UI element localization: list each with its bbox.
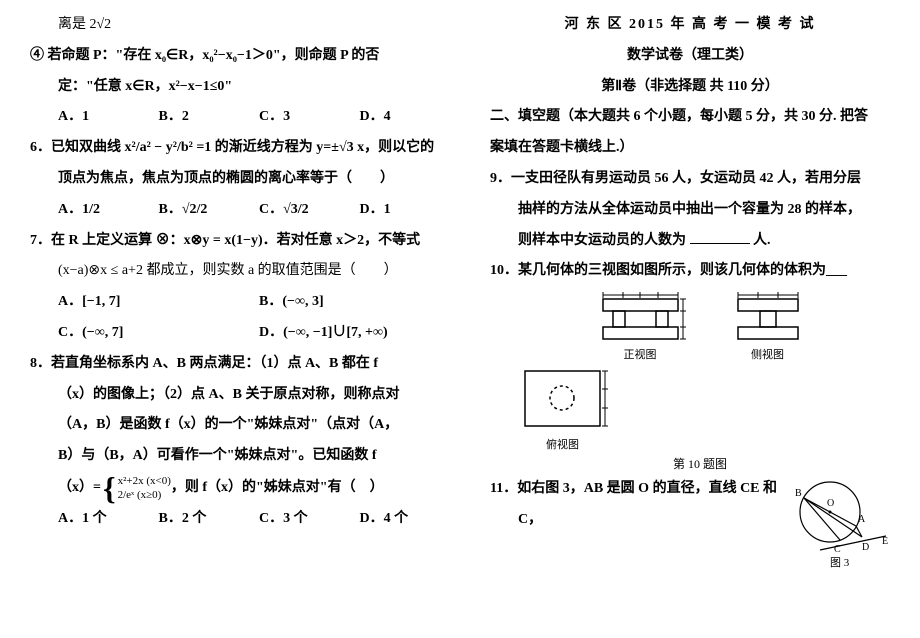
side-view-svg (728, 291, 808, 346)
case1: x²+2x (x<0) (118, 474, 171, 488)
pt-o: O (827, 498, 834, 509)
q8e-post: ，则 f（x）的"姊妹点对"有（ ） (171, 473, 384, 504)
q8-line4: B）与（B，A）可看作一个"姊妹点对"。已知函数 f (30, 441, 460, 472)
q9c-post: 人. (753, 233, 771, 248)
q4-options: A．1 B．2 C．3 D．4 (30, 102, 460, 133)
top-view-svg (515, 366, 610, 436)
q8-line5: （x）= { x²+2x (x<0) 2/eˣ (x≥0) ，则 f（x）的"姊… (30, 472, 460, 504)
section2-a: 二、填空题（本大题共 6 个小题，每小题 5 分，共 30 分. 把答 (490, 102, 890, 133)
pt-e: E (882, 536, 888, 547)
q7-line2: (x−a)⊗x ≤ a+2 都成立，则实数 a 的取值范围是（ ） (30, 256, 460, 287)
opt-c: C．√3/2 (259, 195, 360, 226)
opt-a: A．1/2 (58, 195, 159, 226)
top-view: 俯视图 (515, 366, 610, 452)
q-prev-tail: 离是 2√2 (30, 10, 460, 41)
circle-diagram: O A B C D E 图 3 (790, 474, 890, 564)
q7-opts-row2: C．(−∞, 7] D．(−∞, −1]∪[7, +∞) (30, 318, 460, 349)
q7-opts-row1: A．[−1, 7] B．(−∞, 3] (30, 287, 460, 318)
three-view-diagram: 正视图 (510, 291, 890, 472)
opt-d: D．4 (360, 102, 461, 133)
fig3-label: 图 3 (830, 556, 850, 569)
title-line1: 河 东 区 2015 年 高 考 一 模 考 试 (490, 10, 890, 41)
opt-c: C．3 个 (259, 504, 360, 535)
opt-b: B．2 (159, 102, 260, 133)
opt-b: B．2 个 (159, 504, 260, 535)
side-label: 侧视图 (728, 348, 808, 362)
case2: 2/eˣ (x≥0) (118, 488, 171, 502)
blank-input[interactable] (690, 230, 750, 244)
front-view: 正视图 (593, 291, 688, 362)
title-line3: 第Ⅱ卷（非选择题 共 110 分） (490, 72, 890, 103)
opt-a: A．[−1, 7] (58, 287, 259, 318)
top-label: 俯视图 (515, 438, 610, 452)
piecewise-cases: x²+2x (x<0) 2/eˣ (x≥0) (118, 474, 171, 503)
q9-line3: 则样本中女运动员的人数为 人. (490, 226, 890, 257)
opt-d: D．1 (360, 195, 461, 226)
piecewise-brace: { (103, 472, 116, 504)
opt-a: A．1 (58, 102, 159, 133)
q8-line3: （A，B）是函数 f（x）的一个"姊妹点对"（点对（A， (30, 410, 460, 441)
fig10-caption: 第 10 题图 (510, 457, 890, 473)
pt-d: D (862, 542, 869, 553)
right-column: 河 东 区 2015 年 高 考 一 模 考 试 数学试卷（理工类） 第Ⅱ卷（非… (470, 10, 900, 628)
pt-c: C (834, 544, 841, 555)
title-line2: 数学试卷（理工类） (490, 41, 890, 72)
left-column: 离是 2√2 ④ 若命题 P："存在 x₀∈R，x₀²−x₀−1＞0"，则命题 … (20, 10, 470, 628)
side-view: 侧视图 (728, 291, 808, 362)
q8e-pre: （x）= (58, 473, 101, 504)
circle-svg: O A B C D E 图 3 (790, 474, 890, 569)
q9c-pre: 则样本中女运动员的人数为 (518, 233, 686, 248)
opt-c: C．3 (259, 102, 360, 133)
q8-options: A．1 个 B．2 个 C．3 个 D．4 个 (30, 504, 460, 535)
tv-top-row: 正视图 (510, 291, 890, 362)
q4-line2: 定："任意 x∈R，x²−x−1≤0" (30, 72, 460, 103)
q11-line1: 11．如右图 3，AB 是圆 O 的直径，直线 CE 和 (490, 474, 790, 505)
pt-b: B (795, 488, 802, 499)
opt-c: C．(−∞, 7] (58, 318, 259, 349)
q10-line: 10．某几何体的三视图如图所示，则该几何体的体积为___ (490, 256, 890, 287)
q6-line1: 6．已知双曲线 x²/a² − y²/b² =1 的渐近线方程为 y=±√3 x… (30, 133, 460, 164)
q4-line1: ④ 若命题 P："存在 x₀∈R，x₀²−x₀−1＞0"，则命题 P 的否 (30, 41, 460, 72)
opt-d: D．4 个 (360, 504, 461, 535)
q7-line1: 7．在 R 上定义运算 ⊗：x⊗y = x(1−y)．若对任意 x＞2，不等式 (30, 226, 460, 257)
opt-a: A．1 个 (58, 504, 159, 535)
q8-line2: （x）的图像上；（2）点 A、B 关于原点对称，则称点对 (30, 380, 460, 411)
q11-line2: C， (490, 505, 790, 536)
q11-wrap: 11．如右图 3，AB 是圆 O 的直径，直线 CE 和 C， O A (490, 474, 890, 564)
opt-b: B．(−∞, 3] (259, 287, 460, 318)
q9-line1: 9．一支田径队有男运动员 56 人，女运动员 42 人，若用分层 (490, 164, 890, 195)
page: 离是 2√2 ④ 若命题 P："存在 x₀∈R，x₀²−x₀−1＞0"，则命题 … (0, 0, 920, 638)
q6-options: A．1/2 B．√2/2 C．√3/2 D．1 (30, 195, 460, 226)
front-view-svg (593, 291, 688, 346)
section2-b: 案填在答题卡横线上.） (490, 133, 890, 164)
front-label: 正视图 (593, 348, 688, 362)
opt-b: B．√2/2 (159, 195, 260, 226)
q9-line2: 抽样的方法从全体运动员中抽出一个容量为 28 的样本， (490, 195, 890, 226)
opt-d: D．(−∞, −1]∪[7, +∞) (259, 318, 460, 349)
tv-bottom-row: 俯视图 (515, 366, 890, 452)
q8-line1: 8．若直角坐标系内 A、B 两点满足：（1）点 A、B 都在 f (30, 349, 460, 380)
q6-line2: 顶点为焦点，焦点为顶点的椭圆的离心率等于（ ） (30, 164, 460, 195)
pt-a: A (858, 514, 866, 525)
